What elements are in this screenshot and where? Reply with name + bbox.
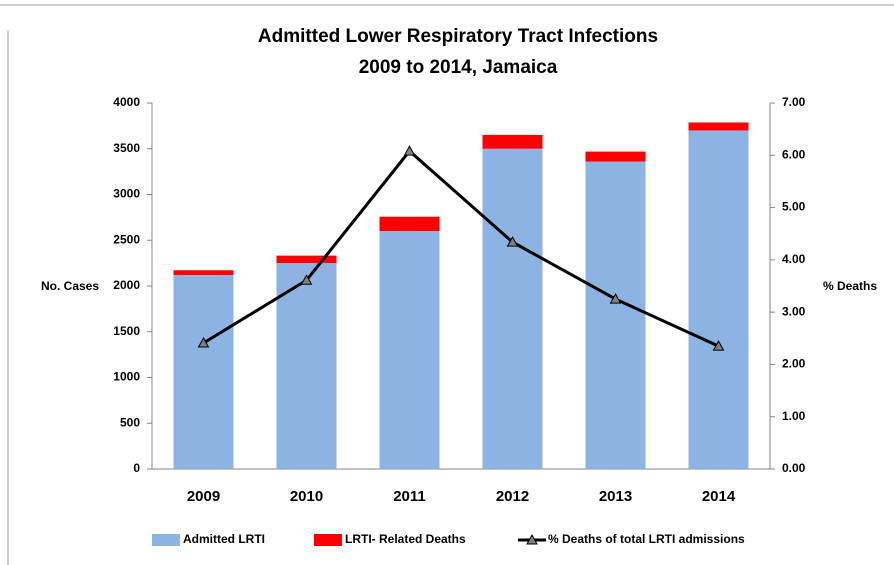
- y2-tick-label: 7.00: [782, 95, 806, 109]
- x-tick-label: 2012: [496, 488, 529, 505]
- y-tick-label: 1500: [113, 324, 140, 338]
- chart-subtitle: 2009 to 2014, Jamaica: [359, 57, 558, 78]
- y2-tick-label: 5.00: [782, 200, 806, 214]
- line-marker: [300, 274, 313, 285]
- line: [202, 148, 720, 348]
- line-marker: [712, 340, 725, 351]
- line-marker: [609, 293, 622, 304]
- x-tick-label: 2014: [702, 488, 736, 505]
- x-tick-label: 2011: [393, 488, 426, 505]
- y-tick-label: 1000: [113, 370, 140, 384]
- bar: [173, 270, 234, 276]
- bar: [585, 161, 646, 469]
- legend-label: % Deaths of total LRTI admissions: [548, 532, 745, 546]
- y-tick-label: 4000: [113, 95, 140, 109]
- bar: [173, 275, 234, 469]
- chart-title: Admitted Lower Respiratory Tract Infecti…: [258, 26, 658, 47]
- y2-tick-label: 6.00: [782, 147, 806, 161]
- x-tick-label: 2013: [599, 488, 632, 505]
- y2-tick-label: 2.00: [782, 357, 806, 371]
- bar: [379, 231, 440, 469]
- y2-axis-label: % Deaths: [823, 279, 877, 293]
- bar: [688, 130, 749, 469]
- legend-swatch: [152, 534, 180, 546]
- bar: [379, 216, 440, 232]
- bar: [688, 122, 749, 131]
- x-tick-label: 2009: [187, 488, 220, 505]
- y-tick-label: 2500: [113, 232, 140, 246]
- y-tick-label: 3000: [113, 187, 140, 201]
- y2-tick-label: 3.00: [782, 304, 806, 318]
- y-axis-label: No. Cases: [41, 279, 99, 293]
- legend-label: LRTI- Related Deaths: [345, 532, 466, 546]
- line-marker: [506, 236, 519, 247]
- bar: [276, 263, 337, 469]
- bar: [482, 134, 543, 149]
- bar: [482, 148, 543, 469]
- y-tick-label: 2000: [113, 278, 140, 292]
- x-tick-label: 2010: [290, 488, 323, 505]
- y2-tick-label: 4.00: [782, 252, 806, 266]
- y-tick-label: 3500: [113, 141, 140, 155]
- legend-swatch: [314, 534, 342, 546]
- y2-tick-label: 0.00: [782, 461, 806, 475]
- legend-marker: [526, 533, 538, 545]
- bar: [585, 151, 646, 162]
- line-marker: [403, 145, 416, 156]
- legend-label: Admitted LRTI: [183, 532, 265, 546]
- bar: [276, 255, 337, 264]
- y-tick-label: 0: [133, 461, 140, 475]
- line-marker: [197, 336, 210, 348]
- y2-tick-label: 1.00: [782, 409, 806, 423]
- y-tick-label: 500: [120, 415, 140, 429]
